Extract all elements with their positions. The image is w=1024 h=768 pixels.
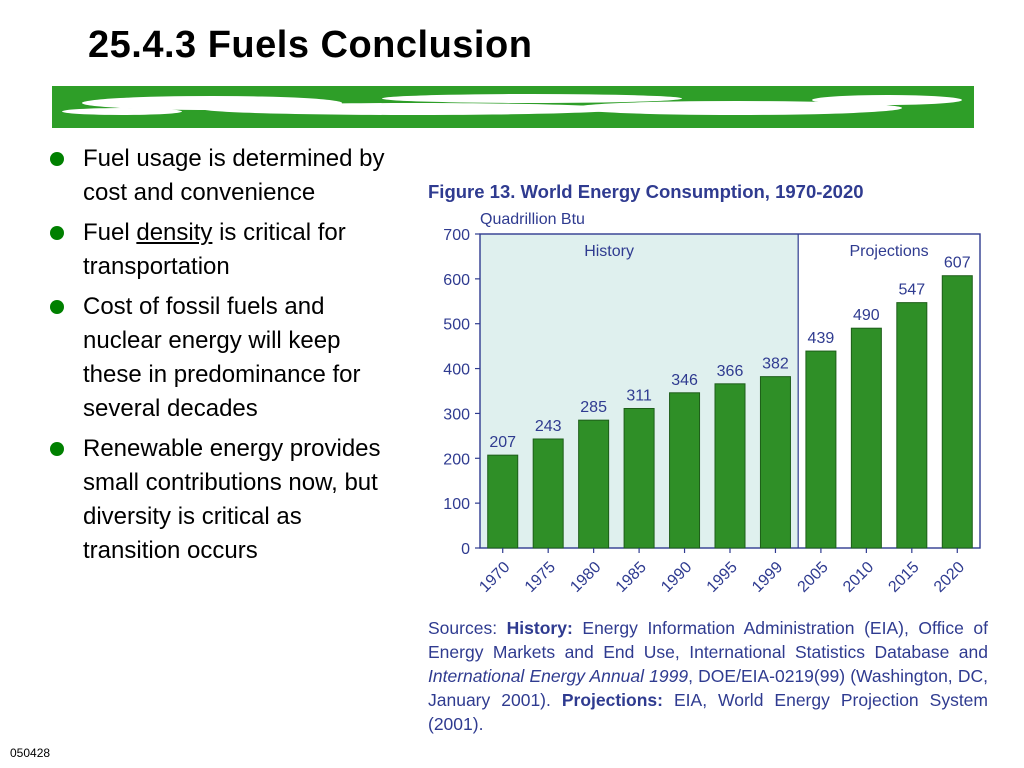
bullet-text-underlined: density — [136, 219, 213, 246]
bar-data-label: 547 — [898, 282, 925, 299]
bullet-list: Fuel usage is determined by cost and con… — [44, 142, 394, 574]
bullet-dot-icon — [50, 300, 64, 314]
sources-history-text: Energy Information Administration (EIA),… — [428, 618, 988, 662]
sources-history-label: History: — [506, 618, 573, 638]
chart-region-label: History — [584, 243, 634, 260]
bullet-dot-icon — [50, 442, 64, 456]
bar-1970 — [487, 454, 519, 549]
chart-title: Figure 13. World Energy Consumption, 197… — [428, 181, 864, 202]
sources-history-italic: International Energy Annual 1999 — [428, 666, 689, 686]
bar-1985 — [623, 407, 655, 549]
sources-projections-text: EIA, World Energy Projection System (200… — [428, 690, 988, 734]
energy-consumption-chart: Figure 13. World Energy Consumption, 197… — [428, 181, 981, 596]
bullet-item: Fuel usage is determined by cost and con… — [44, 142, 394, 210]
bar-data-label: 207 — [489, 434, 516, 451]
x-tick-label: 1975 — [522, 559, 559, 596]
bar-2010 — [850, 327, 882, 549]
bullet-text-pre: Fuel — [83, 219, 137, 246]
bar-2020 — [941, 275, 973, 549]
x-tick-label: 1999 — [749, 559, 786, 596]
x-tick-label: 2015 — [885, 559, 922, 596]
y-tick-label: 100 — [443, 496, 470, 513]
bar-1995 — [714, 383, 746, 549]
slide-title: 25.4.3 Fuels Conclusion — [88, 24, 533, 66]
y-tick-label: 600 — [443, 272, 470, 289]
x-tick-label: 1985 — [613, 559, 650, 596]
y-tick-label: 0 — [461, 541, 470, 558]
y-tick-label: 300 — [443, 406, 470, 423]
bullet-item: Cost of fossil fuels and nuclear energy … — [44, 290, 394, 426]
chart-region-label: Projections — [850, 243, 929, 260]
bar-data-label: 243 — [535, 418, 562, 435]
bullet-text: Fuel usage is determined by cost and con… — [83, 145, 385, 206]
bullet-dot-icon — [50, 152, 64, 166]
x-tick-label: 2010 — [840, 559, 877, 596]
x-tick-label: 1980 — [567, 559, 604, 596]
bar-data-label: 311 — [626, 387, 652, 404]
sources-projections-label: Projections: — [561, 690, 663, 710]
bar-1999 — [759, 376, 791, 549]
bar-2005 — [805, 350, 837, 549]
bar-data-label: 490 — [853, 307, 880, 324]
sources-lead: Sources: — [428, 618, 507, 638]
title-underline-band — [52, 86, 974, 128]
bar-1990 — [669, 392, 701, 549]
bullet-text: Fuel density is critical for transportat… — [83, 219, 346, 280]
chart-sources: Sources: History: Energy Information Adm… — [428, 616, 988, 736]
y-tick-label: 500 — [443, 317, 470, 334]
x-tick-label: 1990 — [658, 559, 695, 596]
x-tick-label: 1970 — [476, 559, 513, 596]
bar-data-label: 285 — [580, 399, 607, 416]
bar-data-label: 607 — [944, 255, 971, 272]
bullet-dot-icon — [50, 226, 64, 240]
x-tick-label: 2020 — [931, 559, 968, 596]
bar-data-label: 366 — [717, 363, 744, 380]
y-axis-label: Quadrillion Btu — [480, 211, 585, 228]
bar-1975 — [532, 438, 564, 549]
x-tick-label: 2005 — [795, 559, 832, 596]
bullet-item: Fuel density is critical for transportat… — [44, 216, 394, 284]
bar-data-label: 346 — [671, 372, 698, 389]
bar-data-label: 439 — [808, 330, 835, 347]
bar-2015 — [896, 302, 928, 549]
bar-data-label: 382 — [762, 356, 789, 373]
bar-1980 — [578, 419, 610, 549]
y-tick-label: 200 — [443, 451, 470, 468]
x-tick-label: 1995 — [704, 559, 741, 596]
slide-number: 050428 — [10, 746, 51, 760]
sources-history-text-b: , DOE/EIA-0219(99) (Washington, DC, Janu… — [428, 666, 988, 710]
bullet-text: Renewable energy provides small contribu… — [83, 435, 381, 564]
bullet-text: Cost of fossil fuels and nuclear energy … — [83, 293, 361, 422]
bullet-text-post: is critical for transportation — [83, 219, 346, 280]
bullet-item: Renewable energy provides small contribu… — [44, 432, 394, 568]
y-tick-label: 400 — [443, 362, 470, 379]
y-tick-label: 700 — [443, 227, 470, 244]
